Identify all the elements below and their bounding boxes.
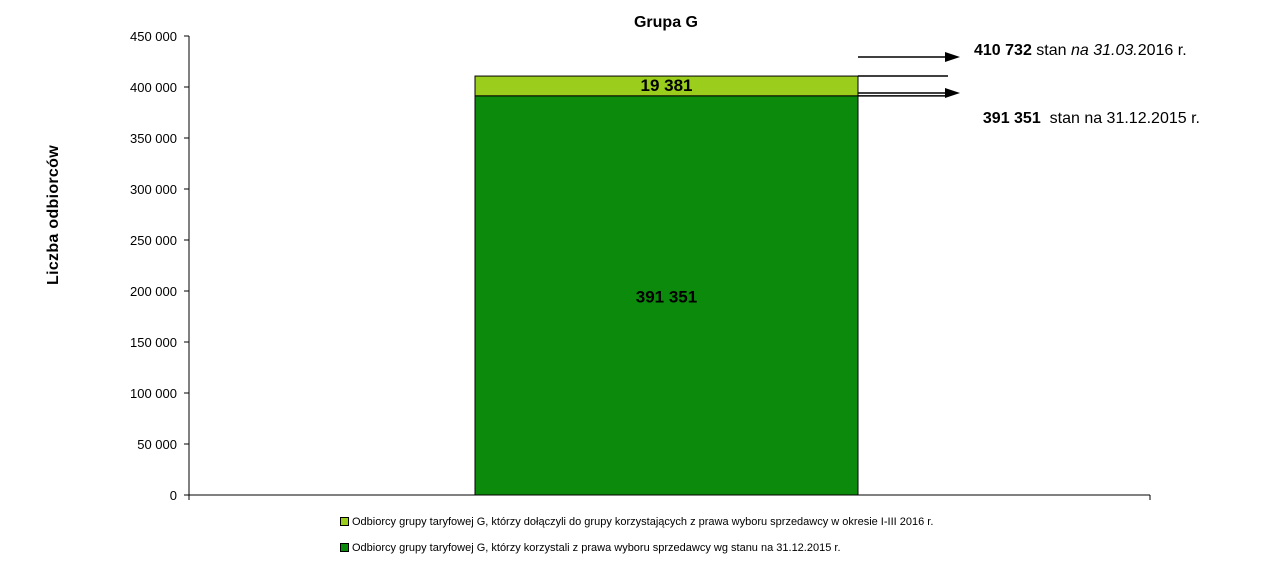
y-tick-label: 200 000 bbox=[130, 284, 177, 299]
annotation-base-text: stan na 31.12.2015 r. bbox=[1040, 110, 1200, 127]
legend-swatch-added bbox=[340, 517, 349, 526]
legend-label-added: Odbiorcy grupy taryfowej G, którzy dołąc… bbox=[352, 516, 934, 528]
chart-title: Grupa G bbox=[634, 14, 698, 31]
bar-segment bbox=[474, 95, 859, 496]
y-tick-label: 0 bbox=[170, 488, 177, 503]
annotation-total: 410 732 stan na 31.03.2016 r. bbox=[974, 42, 1187, 60]
bar-segment bbox=[474, 75, 859, 97]
legend-swatch-base bbox=[340, 543, 349, 552]
data-label: 391 351 bbox=[636, 287, 697, 306]
y-tick-label: 400 000 bbox=[130, 80, 177, 95]
y-tick-label: 250 000 bbox=[130, 233, 177, 248]
y-tick-label: 100 000 bbox=[130, 386, 177, 401]
annotation-arrows bbox=[858, 52, 960, 98]
legend-item-added: Odbiorcy grupy taryfowej G, którzy dołąc… bbox=[340, 516, 933, 528]
annotation-base-value: 391 351 bbox=[982, 110, 1041, 127]
legend-item-base: Odbiorcy grupy taryfowej G, którzy korzy… bbox=[340, 542, 841, 554]
y-tick-label: 300 000 bbox=[130, 182, 177, 197]
arrow-total-head bbox=[945, 52, 960, 62]
annotation-total-text-b: 2016 r. bbox=[1137, 42, 1187, 59]
data-label: 19 381 bbox=[641, 76, 693, 95]
arrow-base-head bbox=[945, 88, 960, 98]
y-axis-label: Liczba odbiorców bbox=[45, 145, 62, 285]
annotation-total-text-italic: na 31.03. bbox=[1070, 42, 1138, 59]
bars: 391 351 19 381 bbox=[474, 75, 859, 496]
axes: 0 50 000 100 000 150 000 200 000 250 000 300 0… bbox=[130, 29, 1151, 503]
y-tick-label: 450 000 bbox=[130, 29, 177, 44]
y-tick-label: 150 000 bbox=[130, 335, 177, 350]
annotation-base: 391 351 stan na 31.12.2015 r. bbox=[974, 92, 1200, 128]
annotation-total-text-a: stan bbox=[1031, 42, 1071, 59]
annotation-total-value: 410 732 bbox=[974, 42, 1032, 59]
legend-label-base: Odbiorcy grupy taryfowej G, którzy korzy… bbox=[352, 542, 841, 554]
y-axis-label-wrap: Liczba odbiorców bbox=[30, 145, 62, 285]
y-tick-label: 50 000 bbox=[137, 437, 177, 452]
y-tick-label: 350 000 bbox=[130, 131, 177, 146]
